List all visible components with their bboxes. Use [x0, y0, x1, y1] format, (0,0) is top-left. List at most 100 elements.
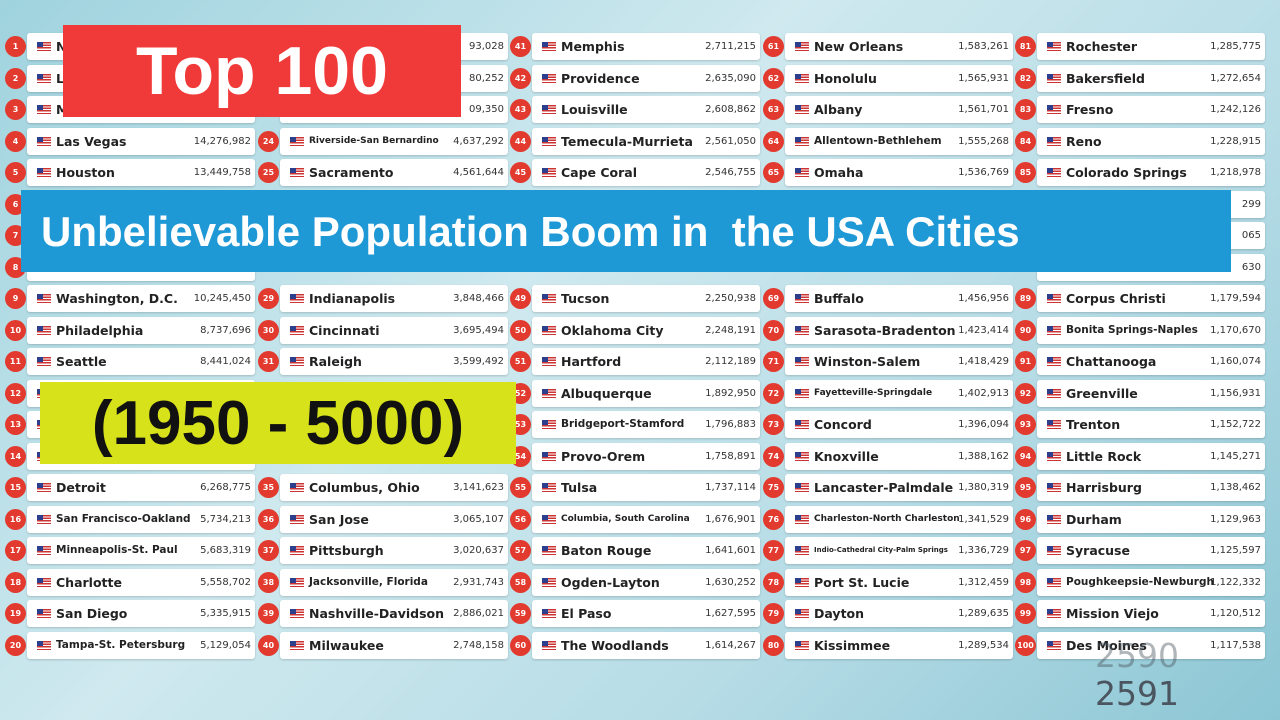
- row-background: [785, 285, 1013, 312]
- city-name: Indianapolis: [309, 291, 396, 306]
- city-name: Concord: [814, 417, 872, 432]
- row-background: [280, 348, 508, 375]
- us-flag-icon: [37, 325, 51, 335]
- row-background: [280, 316, 508, 344]
- us-flag-icon: [542, 325, 556, 335]
- population: 4,637,292: [453, 135, 504, 147]
- row-background: [1037, 474, 1265, 501]
- rank-badge: 95: [1015, 477, 1036, 498]
- city-row: 41 Memphis 2,711,215: [510, 33, 762, 60]
- city-row: 96 Durham 1,129,963: [1015, 505, 1267, 533]
- city-row: 10 Philadelphia 8,737,696: [5, 316, 257, 344]
- city-name: Tucson: [561, 291, 610, 306]
- us-flag-icon: [1047, 451, 1061, 461]
- city-row: 20 Tampa-St. Petersburg 5,129,054: [5, 631, 257, 659]
- city-row: 84 Reno 1,228,915: [1015, 127, 1267, 155]
- city-row: 30 Cincinnati 3,695,494: [258, 316, 510, 344]
- us-flag-icon: [542, 609, 556, 618]
- population: 1,160,074: [1210, 356, 1261, 367]
- row-background: [27, 348, 255, 375]
- row-background: [1037, 379, 1265, 407]
- rank-badge: 3: [5, 99, 26, 120]
- population: 1,627,595: [705, 608, 756, 619]
- city-name: Indio-Cathedral City-Palm Springs: [814, 546, 948, 554]
- us-flag-icon: [795, 294, 809, 303]
- city-row: 93 Trenton 1,152,722: [1015, 411, 1267, 438]
- population: 2,886,021: [453, 608, 504, 619]
- city-row: 5 Houston 13,449,758: [5, 159, 257, 186]
- rank-badge: 18: [5, 571, 26, 593]
- population: 2,711,215: [705, 41, 756, 52]
- row-background: [27, 159, 255, 186]
- rank-badge: 83: [1015, 99, 1036, 120]
- population: 630: [1241, 261, 1261, 273]
- city-name: Greenville: [1066, 385, 1138, 401]
- rank-badge: 89: [1015, 288, 1036, 309]
- us-flag-icon: [542, 42, 556, 51]
- city-row: 55 Tulsa 1,737,114: [510, 474, 762, 501]
- city-name: Kissimmee: [814, 637, 891, 653]
- us-flag-icon: [795, 451, 809, 461]
- city-row: 44 Temecula-Murrieta 2,561,050: [510, 127, 762, 155]
- row-background: [785, 64, 1013, 92]
- population: 1,218,978: [1210, 167, 1261, 178]
- row-background: [785, 127, 1013, 155]
- population: 1,583,261: [958, 41, 1009, 52]
- city-row: 81 Rochester 1,285,775: [1015, 33, 1267, 60]
- city-row: 71 Winston-Salem 1,418,429: [763, 348, 1015, 375]
- city-row: 39 Nashville-Davidson 2,886,021: [258, 600, 510, 627]
- rank-badge: 20: [5, 634, 26, 656]
- population: 3,599,492: [453, 356, 504, 367]
- city-row: 53 Bridgeport-Stamford 1,796,883: [510, 411, 762, 438]
- rank-badge: 31: [258, 351, 279, 372]
- population: 14,276,982: [193, 135, 251, 147]
- row-background: [1037, 33, 1265, 60]
- population: 2,112,189: [705, 356, 756, 367]
- us-flag-icon: [795, 105, 809, 114]
- row-background: [532, 285, 760, 312]
- city-row: 72 Fayetteville-Springdale 1,402,913: [763, 379, 1015, 407]
- population: 1,120,512: [1210, 608, 1261, 619]
- population: 1,312,459: [958, 576, 1009, 588]
- population: 1,145,271: [1210, 450, 1261, 462]
- city-name: Port St. Lucie: [814, 574, 910, 590]
- row-background: [280, 537, 508, 564]
- city-row: 56 Columbia, South Carolina 1,676,901: [510, 505, 762, 533]
- rank-badge: 97: [1015, 540, 1036, 561]
- year-counter: 2591: [1095, 674, 1179, 713]
- us-flag-icon: [795, 136, 809, 146]
- city-name: Honolulu: [814, 70, 877, 86]
- us-flag-icon: [795, 577, 809, 587]
- city-row: 49 Tucson 2,250,938: [510, 285, 762, 312]
- us-flag-icon: [795, 357, 809, 366]
- row-background: [532, 159, 760, 186]
- us-flag-icon: [1047, 514, 1061, 524]
- row-background: [785, 600, 1013, 627]
- population: 1,418,429: [958, 356, 1009, 367]
- city-name: Riverside-San Bernardino: [309, 135, 439, 146]
- rank-badge: 44: [510, 130, 531, 152]
- rank-badge: 24: [258, 130, 279, 152]
- city-row: 50 Oklahoma City 2,248,191: [510, 316, 762, 344]
- population: 1,676,901: [705, 513, 756, 525]
- rank-badge: 81: [1015, 36, 1036, 57]
- rank-badge: 12: [5, 382, 26, 404]
- population: 1,125,597: [1210, 545, 1261, 556]
- city-row: 91 Chattanooga 1,160,074: [1015, 348, 1267, 375]
- us-flag-icon: [1047, 609, 1061, 618]
- city-row: 52 Albuquerque 1,892,950: [510, 379, 762, 407]
- city-name: Oklahoma City: [561, 322, 664, 338]
- city-row: 65 Omaha 1,536,769: [763, 159, 1015, 186]
- row-background: [280, 127, 508, 155]
- us-flag-icon: [1047, 42, 1061, 51]
- rank-badge: 56: [510, 508, 531, 530]
- population: 1,796,883: [705, 419, 756, 430]
- city-name: Colorado Springs: [1066, 165, 1187, 180]
- rank-badge: 41: [510, 36, 531, 57]
- row-background: [785, 33, 1013, 60]
- city-row: 98 Poughkeepsie-Newburgh 1,122,332: [1015, 568, 1267, 596]
- population: 1,892,950: [705, 387, 756, 399]
- row-background: [532, 379, 760, 407]
- us-flag-icon: [795, 325, 809, 335]
